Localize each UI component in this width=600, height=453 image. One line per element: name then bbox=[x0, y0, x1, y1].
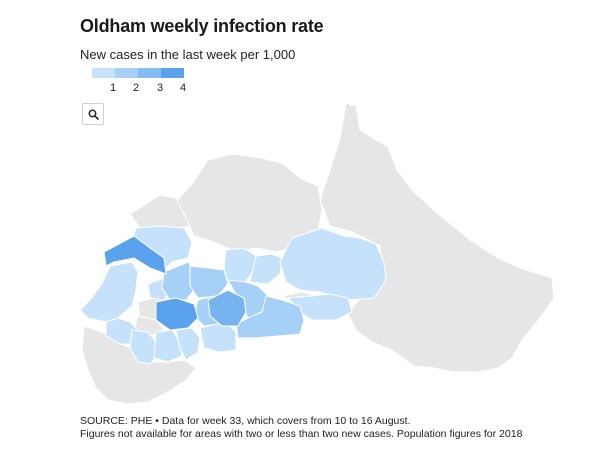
map-region-rate-4[interactable] bbox=[155, 297, 199, 331]
legend-swatch-2 bbox=[115, 68, 138, 78]
legend-swatch-1 bbox=[92, 68, 115, 78]
legend-swatch-4 bbox=[161, 68, 184, 78]
legend-tick-2: 2 bbox=[132, 82, 140, 94]
map-region-rate-1[interactable] bbox=[279, 227, 387, 301]
search-button[interactable] bbox=[82, 103, 104, 125]
legend-color-bar bbox=[92, 68, 184, 78]
chart-title: Oldham weekly infection rate bbox=[80, 16, 324, 36]
color-legend: 1 2 3 4 bbox=[92, 68, 187, 96]
map-region-rate-1[interactable] bbox=[79, 261, 139, 323]
legend-tick-1: 1 bbox=[109, 82, 117, 94]
map-region-rate-2[interactable] bbox=[189, 265, 229, 299]
map-region-rate-1[interactable] bbox=[175, 327, 201, 361]
source-note: SOURCE: PHE • Data for week 33, which co… bbox=[80, 415, 522, 441]
source-line-1: SOURCE: PHE • Data for week 33, which co… bbox=[80, 415, 411, 427]
chart-subtitle: New cases in the last week per 1,000 bbox=[80, 47, 296, 62]
magnifier-icon bbox=[88, 109, 99, 120]
map-region-nodata[interactable] bbox=[319, 102, 555, 373]
map-region-rate-2[interactable] bbox=[161, 261, 197, 301]
legend-swatch-3 bbox=[138, 68, 161, 78]
map-region-rate-4[interactable] bbox=[103, 235, 167, 275]
legend-tick-4: 4 bbox=[179, 82, 187, 94]
legend-tick-3: 3 bbox=[156, 82, 164, 94]
map-region-rate-2[interactable] bbox=[235, 295, 305, 339]
map-region-rate-1[interactable] bbox=[287, 293, 353, 321]
map-region-rate-1[interactable] bbox=[249, 253, 283, 285]
map-region-rate-3[interactable] bbox=[207, 289, 247, 327]
source-line-2: Figures not available for areas with two… bbox=[80, 428, 523, 440]
